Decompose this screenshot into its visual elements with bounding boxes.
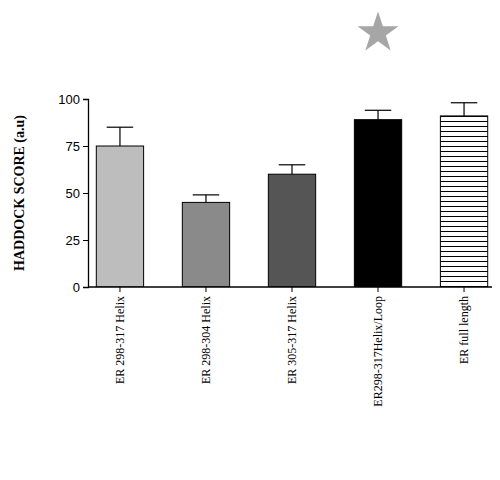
y-tick: 50 [66,186,88,201]
error-bar [365,110,391,119]
y-tick: 75 [66,139,88,154]
y-tick-mark [83,99,88,100]
error-cap [107,127,133,128]
y-tick-label: 50 [66,186,80,201]
error-cap [365,110,391,111]
bar [440,116,487,287]
y-axis-title: HADDOCK SCORE (a.u) [12,115,28,271]
bar [354,120,401,287]
bars [96,103,487,287]
error-cap [193,194,219,195]
x-axis: ER 298-317 Helix ER 298-304 Helix ER 305-3… [88,287,492,407]
y-tick-label: 25 [66,233,80,248]
x-axis-line [88,286,492,287]
x-tick: ER 305-317 Helix [285,287,299,384]
x-tick: ER298-317Helix/Loop [371,287,385,407]
x-tick-mark [119,287,120,292]
error-cap [451,102,477,103]
x-tick: ER 298-317 Helix [113,287,127,384]
x-tick: ER full length [457,287,471,364]
x-tick: ER 298-304 Helix [199,287,213,384]
y-tick-label: 75 [66,139,80,154]
y-tick-label: 100 [58,92,80,107]
x-tick-mark [292,287,293,292]
bar [268,174,315,287]
y-tick-mark [83,146,88,147]
y-tick-mark [83,240,88,241]
x-tick-label: ER298-317Helix/Loop [371,296,385,407]
error-bar [107,127,133,146]
error-stem [463,103,464,116]
x-tick-label: ER 305-317 Helix [285,296,299,384]
error-stem [119,127,120,146]
y-tick: 0 [73,280,88,295]
error-bar [193,195,219,203]
x-tick-mark [464,287,465,292]
chart: 0 25 50 75 100 ER 298-317 Helix ER 298-304 Hel… [0,0,500,480]
x-tick-mark [205,287,206,292]
error-bar [279,165,305,174]
error-stem [205,195,206,203]
significance-star [358,11,399,50]
y-axis-line [83,100,89,288]
error-stem [377,110,378,119]
y-tick: 100 [58,92,88,107]
x-tick-label: ER full length [457,296,471,364]
y-tick-mark [83,193,88,194]
x-tick-label: ER 298-317 Helix [113,296,127,384]
plot: 0 25 50 75 100 ER 298-317 Helix ER 298-304 Hel… [58,92,492,407]
y-tick-mark [83,287,88,288]
bar [96,146,143,287]
y-tick-label: 0 [73,280,80,295]
error-bar [451,103,477,116]
y-axis: 0 25 50 75 100 [58,92,88,295]
bar [182,202,229,287]
x-tick-mark [378,287,379,292]
x-tick-label: ER 298-304 Helix [199,296,213,384]
y-tick: 25 [66,233,88,248]
error-stem [291,165,292,174]
error-cap [279,164,305,165]
